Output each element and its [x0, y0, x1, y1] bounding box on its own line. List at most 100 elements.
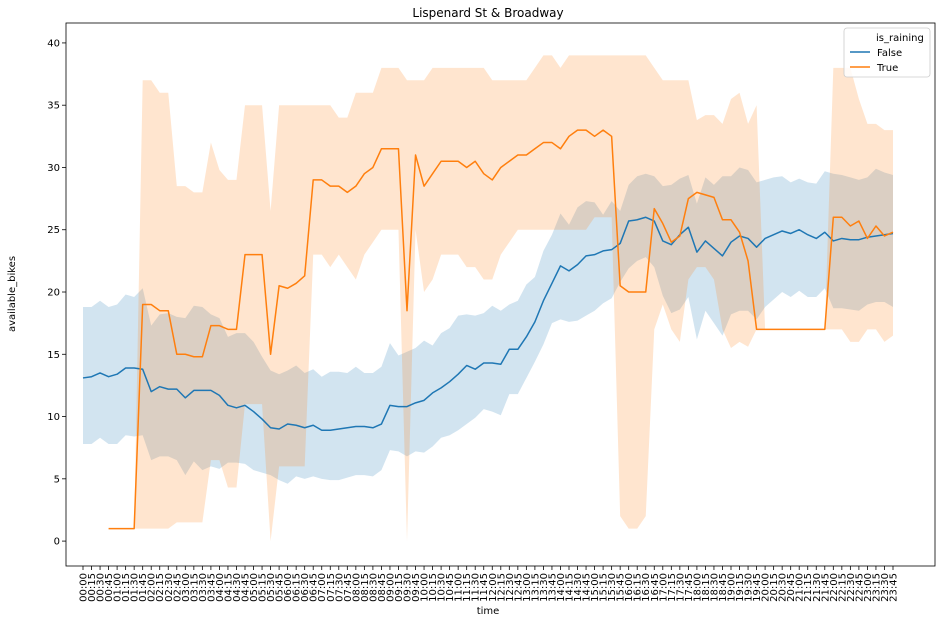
- x-tick-label: 10:45: [445, 573, 456, 602]
- y-axis: 0 5 10 15 20 25 30 35 40: [47, 38, 66, 548]
- x-tick-label: 23:00: [863, 573, 874, 602]
- x-tick-label: 13:30: [539, 573, 550, 602]
- x-tick-label: 12:45: [513, 573, 524, 602]
- legend-box: [843, 27, 931, 78]
- x-tick-label: 14:00: [556, 573, 567, 602]
- x-tick-label: 16:15: [633, 573, 644, 602]
- x-tick-label: 16:00: [624, 573, 635, 602]
- x-tick-label: 05:45: [275, 573, 286, 602]
- x-tick-label: 17:45: [684, 573, 695, 602]
- y-tick-label: 0: [54, 537, 60, 548]
- y-tick-label: 15: [47, 350, 60, 361]
- x-tick-label: 02:45: [172, 573, 183, 602]
- y-tick-label: 20: [47, 288, 60, 299]
- x-tick-label: 17:15: [667, 573, 678, 602]
- x-tick-label: 15:15: [599, 573, 610, 602]
- y-tick-label: 35: [47, 101, 60, 112]
- x-tick-label: 12:00: [488, 573, 499, 602]
- x-tick-label: 22:15: [837, 573, 848, 602]
- y-tick-label: 5: [54, 474, 60, 485]
- x-tick-label: 23:15: [871, 573, 882, 602]
- x-tick-label: 07:15: [326, 573, 337, 602]
- x-tick-label: 13:45: [547, 573, 558, 602]
- confidence-bands: [83, 55, 893, 542]
- x-tick-label: 09:15: [394, 573, 405, 602]
- band-false: [83, 167, 893, 484]
- x-tick-label: 03:45: [206, 573, 217, 602]
- x-tick-label: 02:00: [147, 573, 158, 602]
- x-tick-label: 15:45: [616, 573, 627, 602]
- x-tick-label: 07:00: [317, 573, 328, 602]
- x-tick-label: 10:30: [437, 573, 448, 602]
- line-true: [108, 129, 894, 530]
- y-tick-label: 30: [47, 163, 60, 174]
- x-tick-label: 04:00: [215, 573, 226, 602]
- x-tick-label: 05:15: [258, 573, 269, 602]
- x-tick-label: 02:30: [164, 573, 175, 602]
- x-tick-label: 00:00: [79, 573, 90, 602]
- x-tick-label: 10:00: [420, 573, 431, 602]
- x-tick-label: 23:30: [880, 573, 891, 602]
- line-false: [82, 216, 894, 431]
- x-tick-label: 10:15: [428, 573, 439, 602]
- x-tick-label: 19:30: [744, 573, 755, 602]
- y-tick-label: 10: [47, 412, 60, 423]
- x-tick-label: 20:00: [761, 573, 772, 602]
- x-tick-label: 11:00: [454, 573, 465, 602]
- x-tick-label: 17:00: [658, 573, 669, 602]
- x-tick-label: 19:15: [735, 573, 746, 602]
- x-tick-label: 21:00: [795, 573, 806, 602]
- x-tick-label: 08:15: [360, 573, 371, 602]
- x-tick-label: 18:15: [701, 573, 712, 602]
- x-tick-label: 03:00: [181, 573, 192, 602]
- x-tick-label: 07:30: [334, 573, 345, 602]
- x-tick-label: 21:45: [820, 573, 831, 602]
- series-lines: [82, 129, 894, 530]
- x-tick-label: 21:30: [812, 573, 823, 602]
- x-tick-label: 16:30: [641, 573, 652, 602]
- x-tick-label: 00:30: [96, 573, 107, 602]
- x-tick-label: 20:15: [769, 573, 780, 602]
- x-tick-label: 07:45: [343, 573, 354, 602]
- legend-label-true: True: [876, 63, 898, 74]
- x-tick-label: 05:30: [266, 573, 277, 602]
- x-tick-label: 20:45: [786, 573, 797, 602]
- y-axis-label: available_bikes: [7, 256, 18, 332]
- legend-label-false: False: [877, 48, 902, 59]
- x-tick-label: 16:45: [650, 573, 661, 602]
- x-tick-label: 00:45: [104, 573, 115, 602]
- x-tick-label: 11:45: [479, 573, 490, 602]
- plot-area: [65, 22, 936, 567]
- x-tick-label: 15:00: [590, 573, 601, 602]
- x-tick-label: 21:15: [803, 573, 814, 602]
- x-tick-label: 12:15: [496, 573, 507, 602]
- band-true: [108, 55, 893, 542]
- x-tick-label: 02:15: [155, 573, 166, 602]
- x-tick-label: 18:45: [718, 573, 729, 602]
- x-tick-label: 08:30: [368, 573, 379, 602]
- chart-title: Lispenard St & Broadway: [412, 6, 563, 20]
- x-tick-label: 08:00: [351, 573, 362, 602]
- x-tick-label: 11:30: [471, 573, 482, 602]
- x-tick-label: 06:00: [283, 573, 294, 602]
- x-tick-label: 01:30: [130, 573, 141, 602]
- x-tick-label: 11:15: [462, 573, 473, 602]
- x-tick-label: 12:30: [505, 573, 516, 602]
- x-tick-label: 23:45: [889, 573, 900, 602]
- x-tick-label: 06:45: [309, 573, 320, 602]
- x-tick-label: 22:30: [846, 573, 857, 602]
- x-tick-label: 18:30: [709, 573, 720, 602]
- x-tick-label: 20:30: [778, 573, 789, 602]
- x-tick-label: 14:45: [582, 573, 593, 602]
- x-tick-label: 01:00: [113, 573, 124, 602]
- x-tick-label: 22:00: [829, 573, 840, 602]
- x-tick-label: 19:45: [752, 573, 763, 602]
- x-tick-label: 13:00: [522, 573, 533, 602]
- y-tick-label: 25: [47, 225, 60, 236]
- x-tick-label: 18:00: [692, 573, 703, 602]
- x-axis: 00:0000:1500:3000:4501:0001:1501:3001:45…: [79, 566, 900, 602]
- x-tick-label: 19:00: [727, 573, 738, 602]
- x-tick-label: 06:30: [300, 573, 311, 602]
- legend-title: is_raining: [876, 33, 924, 44]
